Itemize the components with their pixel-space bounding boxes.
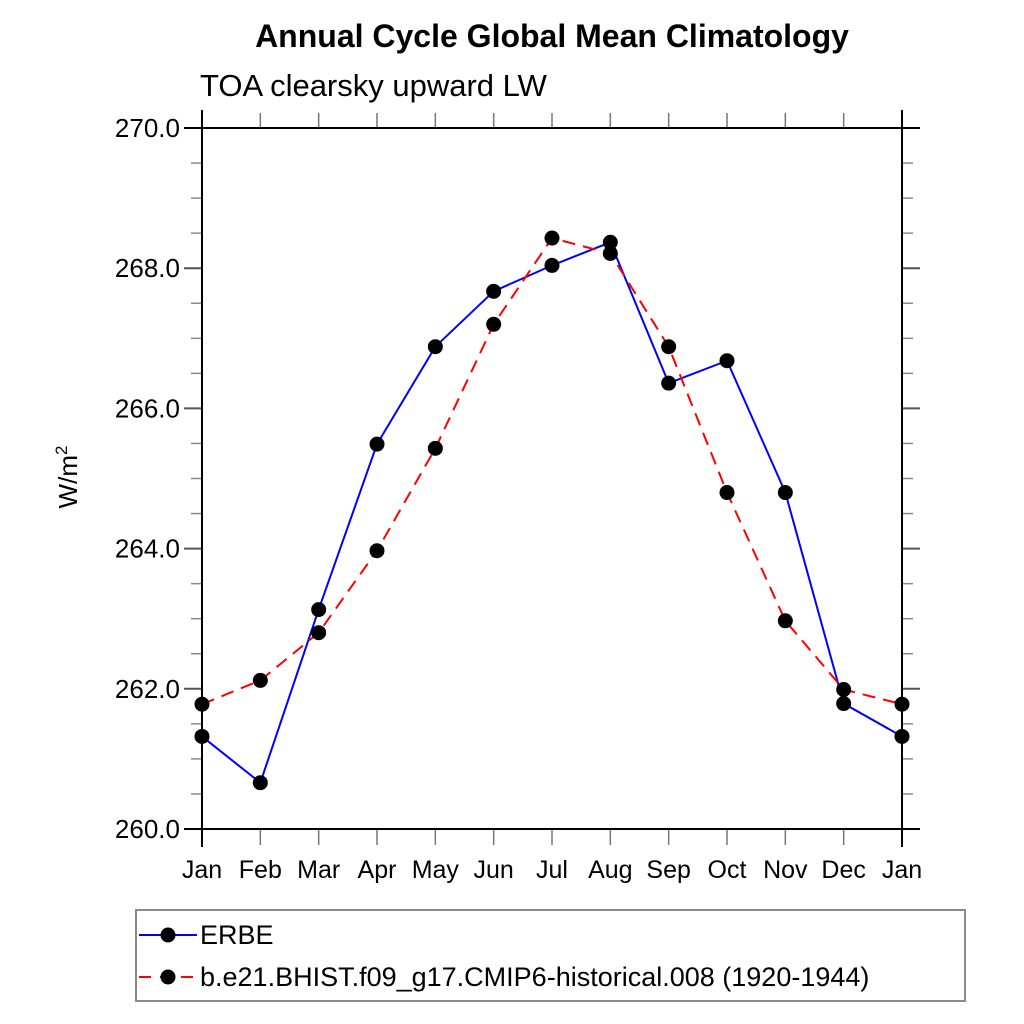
- data-point: [369, 543, 385, 559]
- x-axis-tick-label: Nov: [763, 856, 808, 884]
- data-point: [602, 245, 618, 261]
- legend: ERBE b.e21.BHIST.f09_g17.CMIP6-historica…: [135, 909, 966, 1002]
- data-point: [252, 672, 268, 688]
- legend-marker-icon: [160, 927, 176, 943]
- x-axis-tick-label: Mar: [297, 856, 340, 884]
- data-point: [311, 602, 327, 618]
- x-axis-tick-label: Aug: [588, 856, 632, 884]
- x-axis-tick-label: Sep: [646, 856, 690, 884]
- data-point: [777, 613, 793, 629]
- x-axis-tick-label: Jun: [474, 856, 514, 884]
- legend-line-sample-solid: [139, 927, 197, 943]
- legend-item-erbe: ERBE: [139, 914, 964, 956]
- legend-label: ERBE: [200, 919, 274, 950]
- y-axis-tick-label: 268.0: [115, 253, 180, 283]
- data-point: [544, 230, 560, 246]
- legend-item-model: b.e21.BHIST.f09_g17.CMIP6-historical.008…: [139, 956, 964, 998]
- x-axis-tick-label: Jul: [536, 856, 568, 884]
- data-point: [719, 353, 735, 369]
- x-axis-tick-label: Apr: [358, 856, 397, 884]
- series-line-dashed: [201, 236, 903, 706]
- x-axis-tick-label: Jan: [182, 856, 222, 884]
- data-point: [194, 728, 210, 744]
- data-point: [719, 485, 735, 501]
- data-point: [894, 696, 910, 712]
- data-point: [836, 696, 852, 712]
- data-point: [252, 775, 268, 791]
- y-axis-tick-label: 264.0: [115, 534, 180, 564]
- series-line-solid: [201, 240, 903, 785]
- chart-subtitle: TOA clearsky upward LW: [200, 68, 547, 103]
- data-point: [486, 283, 502, 299]
- data-point: [661, 375, 677, 391]
- data-point: [369, 436, 385, 452]
- data-point: [661, 339, 677, 355]
- y-axis-tick-label: 262.0: [115, 674, 180, 704]
- y-axis-tick-label: 266.0: [115, 393, 180, 423]
- x-axis-tick-label: Dec: [821, 856, 865, 884]
- data-point: [194, 696, 210, 712]
- x-axis-tick-label: Feb: [239, 856, 282, 884]
- data-point: [602, 234, 618, 250]
- legend-marker-icon: [160, 969, 176, 985]
- data-point: [486, 316, 502, 332]
- data-point: [894, 728, 910, 744]
- data-point: [836, 682, 852, 698]
- data-point: [544, 257, 560, 273]
- chart-title: Annual Cycle Global Mean Climatology: [255, 18, 849, 54]
- y-axis-tick-label: 260.0: [115, 814, 180, 844]
- data-point: [311, 625, 327, 641]
- y-axis-tick-label: 270.0: [115, 113, 180, 143]
- x-axis-tick-label: May: [412, 856, 460, 884]
- data-point: [427, 440, 443, 456]
- legend-line-sample-dashed: [139, 969, 197, 985]
- data-point: [427, 339, 443, 355]
- legend-label: b.e21.BHIST.f09_g17.CMIP6-historical.008…: [200, 961, 870, 992]
- x-axis-tick-label: Jan: [882, 856, 922, 884]
- x-axis-tick-label: Oct: [708, 856, 747, 884]
- data-point: [777, 485, 793, 501]
